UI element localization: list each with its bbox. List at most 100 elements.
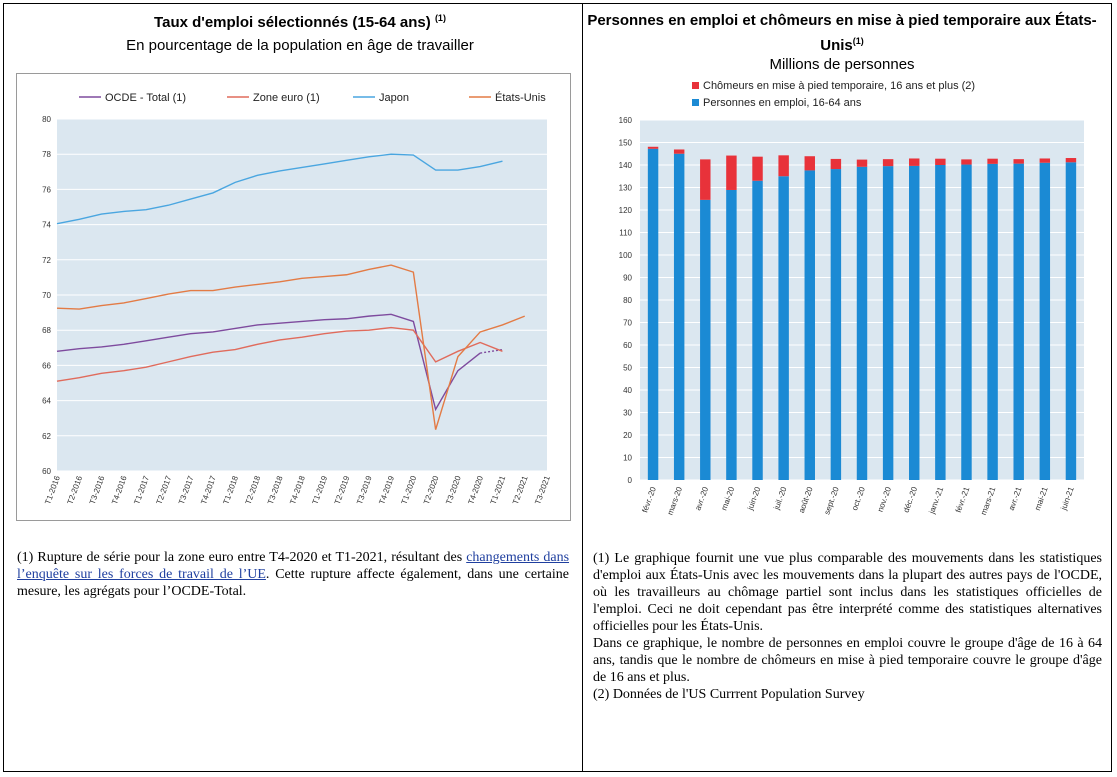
bar-employed	[1065, 162, 1077, 481]
bar-temporary-layoff	[830, 158, 842, 170]
line-chart-box: 60 62 64 66 68 70 72 74 76 78 80 T1-2016 T2-2016 T3-2…	[16, 73, 571, 521]
x-tick-label: avr.-20	[693, 485, 710, 512]
right-footnote: (1) Le graphique fournit une vue plus co…	[593, 550, 1102, 703]
x-tick-label: T3-2017	[177, 474, 196, 506]
x-tick-label: T4-2019	[377, 474, 396, 506]
y-tick-label: 72	[42, 256, 51, 265]
x-tick-label: T3-2016	[88, 474, 107, 506]
bar-employed	[1013, 163, 1024, 480]
y-tick-label: 62	[42, 432, 51, 441]
y-tick-label: 64	[42, 397, 51, 406]
y-tick-label: 120	[619, 206, 633, 215]
bar-temporary-layoff	[882, 159, 894, 167]
y-tick-label: 66	[42, 361, 51, 370]
x-tick-label: oct.-20	[850, 485, 867, 512]
y-tick-label: 70	[623, 319, 632, 328]
bar-employed	[882, 166, 894, 480]
x-tick-label: déc.-20	[902, 485, 920, 514]
bar-employed	[987, 163, 998, 480]
y-tick-label: 160	[619, 116, 633, 125]
x-tick-label: mai-21	[1033, 485, 1050, 512]
legend-swatch	[692, 99, 699, 106]
y-tick-label: 150	[619, 139, 633, 148]
y-tick-label: 0	[628, 476, 633, 485]
x-tick-label: T3-2019	[355, 474, 374, 506]
x-tick-label: T1-2019	[311, 474, 330, 506]
x-tick-label: févr.-20	[640, 485, 658, 514]
x-tick-label: T2-2020	[422, 474, 441, 506]
bar-employed	[647, 148, 659, 481]
bar-temporary-layoff	[778, 155, 789, 177]
y-tick-label: 140	[619, 161, 633, 170]
x-tick-label: mai-20	[719, 485, 736, 512]
x-tick-label: juil.-20	[772, 485, 789, 512]
bar-temporary-layoff	[935, 158, 946, 165]
bar-chart: 0 10 20 30 40 50 60 70 80 90 100 110 120 130 140 150 160…	[619, 80, 1084, 516]
left-title-note: (1)	[434, 13, 446, 23]
x-tick-label: juin-21	[1059, 485, 1076, 512]
bar-employed	[778, 176, 789, 480]
legend-swatch	[692, 82, 699, 89]
bar-employed	[673, 153, 685, 480]
series-line	[56, 313, 481, 412]
bar-employed	[726, 189, 737, 480]
x-tick-label: T3-2018	[266, 474, 285, 506]
y-tick-label: 60	[42, 467, 51, 476]
y-tick-label: 60	[623, 341, 632, 350]
bar-temporary-layoff	[1013, 159, 1024, 164]
y-tick-label: 20	[623, 431, 632, 440]
right-footnote-1: (1) Le graphique fournit une vue plus co…	[593, 551, 1102, 634]
bar-temporary-layoff	[856, 159, 868, 167]
bar-temporary-layoff	[700, 159, 711, 200]
x-tick-label: T3-2021	[533, 474, 552, 506]
x-tick-label: T2-2016	[66, 474, 85, 506]
left-footnote-prefix: (1) Rupture de série pour la zone euro e…	[17, 550, 463, 565]
legend-label: OCDE - Total (1)	[105, 92, 186, 104]
x-tick-label: T1-2021	[489, 474, 508, 506]
y-tick-label: 68	[42, 326, 51, 335]
legend-label: Chômeurs en mise à pied temporaire, 16 a…	[703, 80, 975, 92]
right-title-note: (1)	[852, 36, 864, 46]
bar-employed	[935, 165, 946, 480]
bar-temporary-layoff	[987, 158, 998, 164]
bar-employed	[804, 170, 815, 480]
eu-lfs-changes-link[interactable]: changements dans l’enquête sur les force…	[17, 550, 570, 582]
left-footnote-suffix: . Cette rupture affecte également, dans …	[17, 567, 569, 599]
bar-employed	[856, 166, 868, 481]
x-tick-label: nov.-20	[876, 485, 894, 513]
legend-label: Japon	[379, 92, 409, 104]
y-tick-label: 80	[42, 115, 51, 124]
bar-temporary-layoff	[804, 156, 815, 171]
left-chart-title: Taux d'emploi sélectionnés (15-64 ans) (…	[20, 13, 580, 31]
legend-label: États-Unis	[495, 91, 546, 104]
bar-temporary-layoff	[909, 158, 920, 166]
x-tick-label: T2-2021	[511, 474, 530, 506]
bar-employed	[830, 169, 842, 481]
bar-temporary-layoff	[752, 156, 763, 181]
series-line	[56, 264, 525, 430]
y-tick-label: 78	[42, 150, 51, 159]
y-tick-label: 100	[619, 251, 633, 260]
bar-temporary-layoff	[647, 146, 659, 149]
bar-employed	[909, 165, 920, 480]
bar-employed	[700, 199, 711, 480]
x-tick-label: avr.-21	[1007, 485, 1024, 512]
x-tick-label: T3-2020	[444, 474, 463, 506]
x-tick-label: févr.-21	[954, 485, 972, 514]
left-footnote: (1) Rupture de série pour la zone euro e…	[17, 549, 569, 600]
bar-temporary-layoff	[1039, 158, 1051, 163]
x-tick-label: T1-2018	[221, 474, 240, 506]
bar-employed	[752, 180, 763, 480]
legend-label: Personnes en emploi, 16-64 ans	[703, 97, 862, 109]
panel-divider	[582, 3, 583, 772]
x-tick-label: mars-21	[979, 485, 998, 516]
x-tick-label: T4-2017	[199, 474, 218, 506]
bar-temporary-layoff	[673, 149, 685, 154]
x-tick-label: T1-2017	[132, 474, 151, 506]
legend-label: Zone euro (1)	[253, 92, 320, 104]
x-tick-label: T1-2016	[43, 474, 62, 506]
x-tick-label: T1-2020	[400, 474, 419, 506]
right-footnote-2: Dans ce graphique, le nombre de personne…	[593, 636, 1102, 685]
series-line	[56, 326, 503, 382]
